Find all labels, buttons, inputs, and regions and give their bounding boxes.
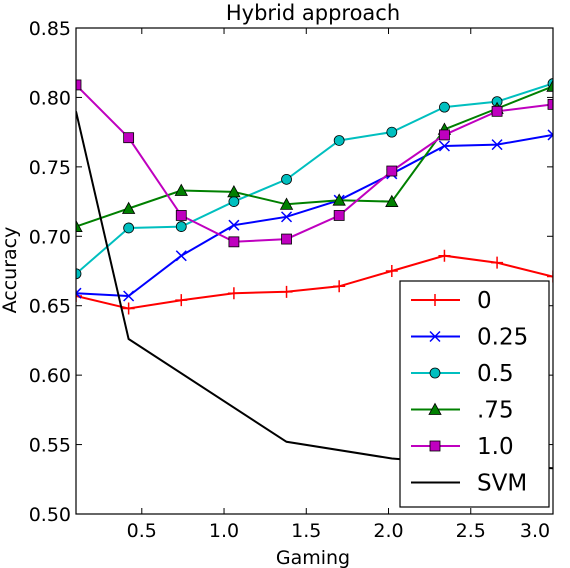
data-point: [279, 197, 294, 210]
legend-entry-75: .75: [411, 398, 514, 424]
data-point: [439, 129, 450, 141]
legend-entry-0-25: 0.25: [411, 325, 528, 351]
data-point: [281, 211, 293, 223]
data-point: [281, 173, 292, 185]
data-point: [175, 210, 187, 221]
data-point: [491, 256, 504, 269]
series-0: [76, 249, 553, 315]
legend-box: [399, 280, 550, 508]
x-tick-label: 1.0: [209, 520, 239, 542]
legend-marker: [429, 367, 441, 379]
data-point: [123, 132, 135, 144]
legend-marker: [429, 294, 441, 306]
series-0-5: [76, 78, 553, 280]
series-line-1-0: [76, 84, 553, 243]
legend-entry-1-0: 1.0: [411, 434, 514, 460]
x-tick-label: 2.5: [456, 520, 486, 542]
series-line-0: [76, 254, 553, 310]
series-0-25: [76, 129, 553, 302]
x-tick-label: 0.5: [127, 520, 157, 542]
data-point: [385, 265, 398, 277]
data-point: [76, 289, 82, 302]
data-point: [228, 236, 240, 248]
plot-lines: [76, 78, 553, 470]
data-point: [174, 183, 188, 196]
data-point: [123, 290, 135, 302]
legend-label: .75: [477, 398, 514, 424]
series-line-0-5: [76, 82, 553, 275]
data-point: [281, 233, 292, 245]
data-point: [546, 79, 553, 92]
data-point: [175, 221, 187, 232]
plot-frame: [75, 27, 554, 515]
data-point: [76, 287, 82, 299]
x-tick-label: 2.0: [373, 520, 403, 542]
data-point: [547, 98, 553, 110]
data-point: [175, 250, 187, 262]
data-point: [228, 219, 240, 231]
data-point: [333, 135, 345, 146]
data-point: [491, 139, 503, 151]
y-tick-label: 0.80: [29, 87, 71, 109]
legend-label: 0.25: [477, 325, 528, 351]
data-point: [547, 270, 553, 283]
y-axis-label: Accuracy: [0, 227, 21, 314]
legend-entry-0: 0: [411, 288, 492, 314]
y-tick-label: 0.60: [29, 365, 71, 387]
y-tick-label: 0.50: [29, 504, 71, 526]
x-tick-label: 1.5: [291, 520, 321, 542]
y-tick-label: 0.65: [29, 296, 71, 318]
legend-entry-0-5: 0.5: [411, 361, 514, 387]
data-point: [76, 268, 82, 280]
data-point: [122, 302, 135, 315]
axes-box: [75, 27, 554, 515]
legend-entry-SVM: SVM: [411, 471, 527, 497]
data-point: [123, 222, 135, 234]
y-tick-label: 0.75: [29, 157, 71, 179]
data-point: [333, 210, 345, 221]
data-point: [76, 79, 82, 91]
y-tick-label: 0.85: [29, 18, 71, 40]
data-point: [227, 185, 241, 198]
data-point: [547, 129, 553, 141]
data-point: [332, 193, 346, 206]
data-point: [439, 101, 450, 113]
data-point: [385, 194, 399, 207]
x-axis-label: Gaming: [276, 547, 350, 568]
data-point: [438, 140, 450, 152]
series-1-0: [76, 79, 553, 248]
legend-marker: [429, 440, 441, 452]
legend-label: 1.0: [477, 434, 514, 460]
legend-label: 0.5: [477, 361, 514, 387]
series-line-75: [76, 85, 553, 228]
data-point: [333, 280, 346, 293]
data-point: [175, 294, 188, 307]
legend-marker: [428, 402, 442, 415]
x-tick-label: 3.0: [520, 520, 550, 542]
data-point: [386, 165, 398, 177]
data-point: [491, 105, 503, 117]
legend-label: 0: [477, 288, 492, 314]
y-tick-label: 0.55: [29, 435, 71, 457]
legend-label: SVM: [477, 471, 527, 497]
legend: 0 0.25 0.5 .75 1.0 SVM: [399, 280, 550, 508]
y-axis-ticks: 0.500.550.600.650.700.750.800.85: [29, 18, 553, 526]
data-point: [438, 249, 451, 262]
data-point: [227, 287, 240, 300]
legend-marker: [429, 330, 441, 343]
data-point: [386, 126, 398, 138]
data-point: [280, 285, 293, 298]
data-point: [76, 219, 83, 232]
y-tick-label: 0.70: [29, 226, 71, 248]
data-point: [121, 201, 136, 214]
chart-title: Hybrid approach: [226, 1, 400, 25]
series-line-0-25: [76, 133, 553, 298]
data-point: [228, 196, 240, 207]
x-axis-ticks: 0.5 1.0 1.5 2.0 2.5 3.0: [127, 28, 554, 542]
